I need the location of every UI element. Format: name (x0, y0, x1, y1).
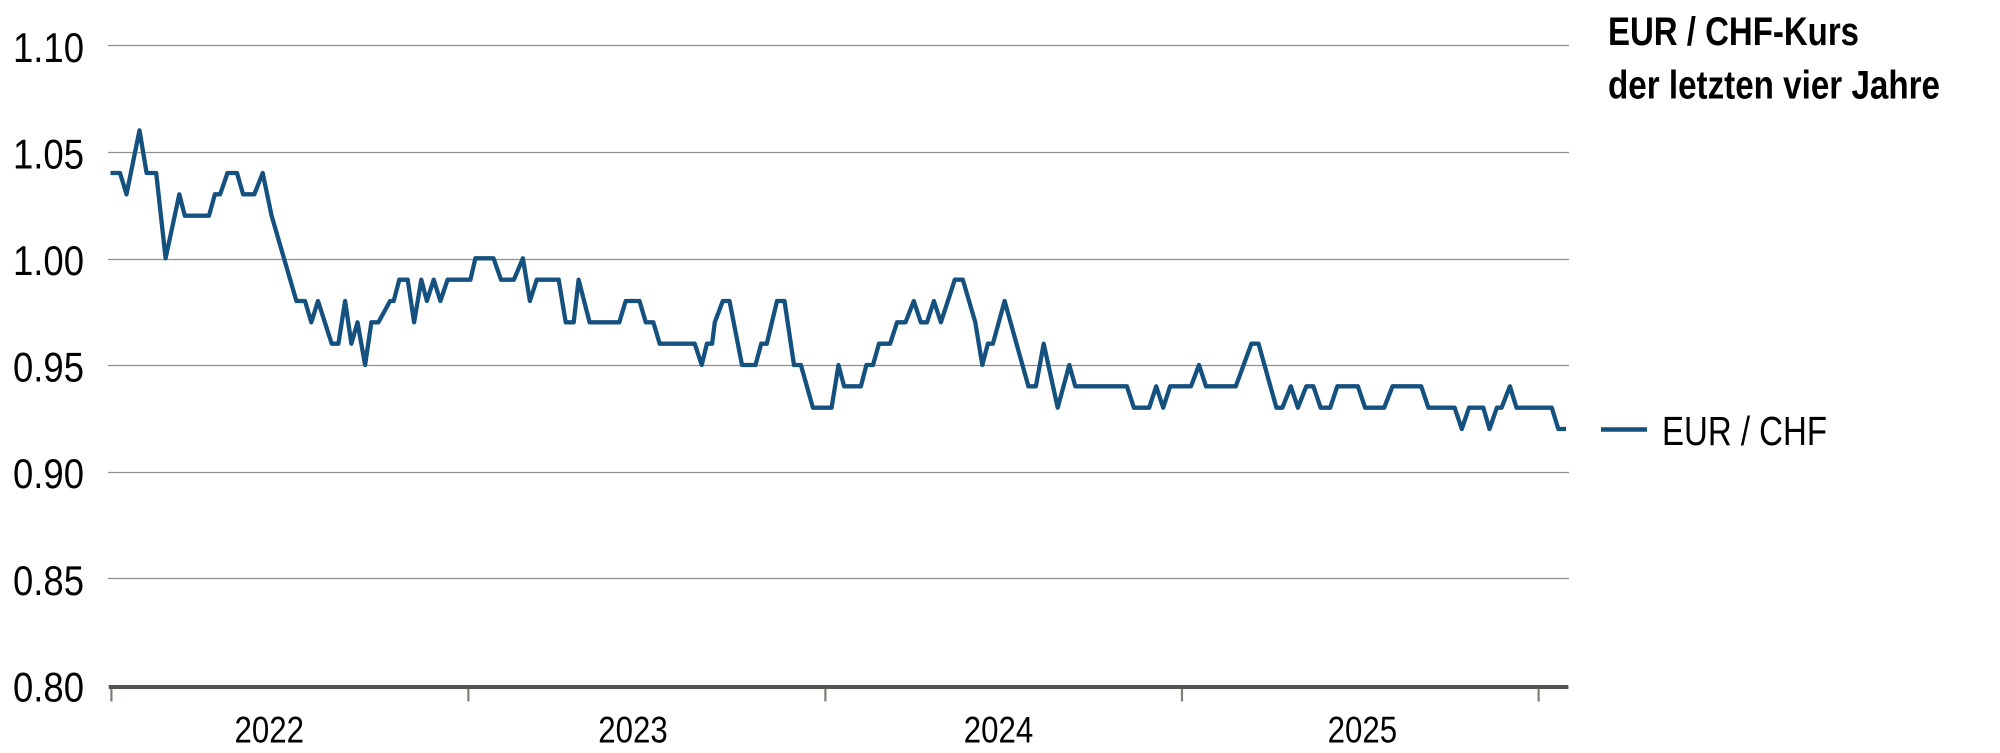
svg-text:0.95: 0.95 (13, 344, 84, 391)
svg-text:2023: 2023 (598, 710, 668, 751)
svg-text:EUR / CHF: EUR / CHF (1662, 408, 1827, 454)
svg-text:2025: 2025 (1328, 710, 1398, 751)
svg-text:EUR / CHF-Kurs: EUR / CHF-Kurs (1608, 10, 1859, 54)
svg-text:1.00: 1.00 (13, 237, 84, 284)
svg-text:1.05: 1.05 (13, 130, 84, 177)
svg-text:0.80: 0.80 (13, 664, 84, 711)
svg-text:2022: 2022 (235, 710, 305, 751)
svg-text:2024: 2024 (964, 710, 1034, 751)
svg-text:0.85: 0.85 (13, 557, 84, 604)
svg-text:0.90: 0.90 (13, 450, 84, 497)
svg-text:der letzten vier Jahre: der letzten vier Jahre (1608, 63, 1940, 107)
svg-text:1.10: 1.10 (13, 24, 84, 71)
